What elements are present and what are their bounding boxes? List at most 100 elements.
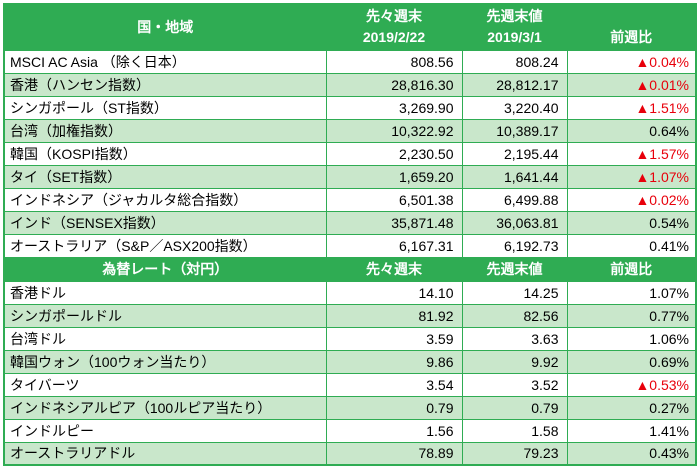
fx-header-row: 為替レート（対円） 先々週末 先週末値 前週比 (3, 256, 697, 282)
indices-row: 台湾（加権指数） 10,322.92 10,389.17 0.64% (3, 118, 697, 143)
fx-change-value-cell: 1.06% (566, 326, 697, 351)
indices-change-value-cell: ▲0.04% (566, 49, 697, 74)
fx-prev2-value-cell: 3.54 (325, 372, 463, 397)
asia-markets-table: 国・地域 先々週末 2019/2/22 先週末値 2019/3/1 前週比 MS… (3, 3, 697, 466)
indices-change-value-cell: 0.54% (566, 210, 697, 235)
fx-prev-value-cell: 1.58 (461, 418, 568, 443)
indices-row: 香港（ハンセン指数） 28,816.30 28,812.17 ▲0.01% (3, 72, 697, 97)
indices-prev2-value-cell: 10,322.92 (325, 118, 463, 143)
indices-prev2-value-cell: 6,501.38 (325, 187, 463, 212)
fx-rows: 香港ドル 14.10 14.25 1.07% シンガポールドル 81.92 82.56 0.7… (3, 280, 697, 466)
indices-header-row: 国・地域 先々週末 2019/2/22 先週末値 2019/3/1 前週比 (3, 3, 697, 51)
fx-change-value-cell: 0.43% (566, 441, 697, 466)
indices-prev-value-cell: 6,192.73 (461, 233, 568, 258)
fx-prev-value-cell: 9.92 (461, 349, 568, 374)
prev2-week-date: 2019/2/22 (362, 29, 426, 46)
prev2-week-column-header: 先々週末 2019/2/22 (325, 3, 463, 51)
indices-prev-value-cell: 1,641.44 (461, 164, 568, 189)
indices-row: シンガポール（ST指数） 3,269.90 3,220.40 ▲1.51% (3, 95, 697, 120)
wow-change-column-header: 前週比 (566, 3, 697, 51)
indices-prev-value-cell: 3,220.40 (461, 95, 568, 120)
prev-week-label: 先週末値 (486, 8, 543, 25)
indices-prev2-value-cell: 808.56 (325, 49, 463, 74)
fx-change-value-cell: 0.77% (566, 303, 697, 328)
fx-prev-value-cell: 79.23 (461, 441, 568, 466)
indices-name-cell: タイ（SET指数） (3, 164, 327, 189)
fx-name-cell: オーストラリアドル (3, 441, 327, 466)
fx-row: インドネシアルピア（100ルピア当たり） 0.79 0.79 0.27% (3, 395, 697, 420)
fx-prev2-value-cell: 14.10 (325, 280, 463, 305)
indices-name-cell: シンガポール（ST指数） (3, 95, 327, 120)
fx-section: 為替レート（対円） 先々週末 先週末値 前週比 (3, 256, 697, 282)
indices-row: オーストラリア（S&P／ASX200指数） 6,167.31 6,192.73 0.4… (3, 233, 697, 258)
prev-week-column-header: 先週末値 2019/3/1 (461, 3, 568, 51)
fx-row: シンガポールドル 81.92 82.56 0.77% (3, 303, 697, 328)
fx-change-value-cell: ▲0.53% (566, 372, 697, 397)
indices-name-cell: 台湾（加権指数） (3, 118, 327, 143)
fx-row: 韓国ウォン（100ウォン当たり） 9.86 9.92 0.69% (3, 349, 697, 374)
fx-row: オーストラリアドル 78.89 79.23 0.43% (3, 441, 697, 466)
indices-prev-value-cell: 808.24 (461, 49, 568, 74)
indices-prev2-value-cell: 35,871.48 (325, 210, 463, 235)
fx-prev2-value-cell: 9.86 (325, 349, 463, 374)
indices-name-cell: オーストラリア（S&P／ASX200指数） (3, 233, 327, 258)
fx-wow-change-header: 前週比 (566, 256, 697, 282)
indices-row: MSCI AC Asia （除く日本） 808.56 808.24 ▲0.04% (3, 49, 697, 74)
fx-section-title: 為替レート（対円） (3, 256, 327, 282)
prev2-week-label: 先々週末 (366, 8, 422, 25)
fx-row: 台湾ドル 3.59 3.63 1.06% (3, 326, 697, 351)
fx-change-value-cell: 0.69% (566, 349, 697, 374)
indices-rows: MSCI AC Asia （除く日本） 808.56 808.24 ▲0.04% 香港（… (3, 49, 697, 258)
fx-name-cell: シンガポールドル (3, 303, 327, 328)
indices-prev-value-cell: 2,195.44 (461, 141, 568, 166)
fx-prev2-value-cell: 0.79 (325, 395, 463, 420)
indices-row: インドネシア（ジャカルタ総合指数） 6,501.38 6,499.88 ▲0.02% (3, 187, 697, 212)
fx-prev2-value-cell: 78.89 (325, 441, 463, 466)
indices-row: 韓国（KOSPI指数） 2,230.50 2,195.44 ▲1.57% (3, 141, 697, 166)
indices-name-cell: 韓国（KOSPI指数） (3, 141, 327, 166)
indices-change-value-cell: ▲0.02% (566, 187, 697, 212)
indices-prev2-value-cell: 3,269.90 (325, 95, 463, 120)
indices-prev-value-cell: 10,389.17 (461, 118, 568, 143)
indices-change-value-cell: ▲1.07% (566, 164, 697, 189)
fx-prev-week-header: 先週末値 (461, 256, 568, 282)
fx-prev2-value-cell: 3.59 (325, 326, 463, 351)
fx-name-cell: インドネシアルピア（100ルピア当たり） (3, 395, 327, 420)
indices-row: インド（SENSEX指数） 35,871.48 36,063.81 0.54% (3, 210, 697, 235)
fx-prev2-week-header: 先々週末 (325, 256, 463, 282)
indices-change-value-cell: 0.41% (566, 233, 697, 258)
fx-prev-value-cell: 0.79 (461, 395, 568, 420)
fx-prev-value-cell: 82.56 (461, 303, 568, 328)
fx-change-value-cell: 1.41% (566, 418, 697, 443)
fx-name-cell: 香港ドル (3, 280, 327, 305)
indices-name-cell: インド（SENSEX指数） (3, 210, 327, 235)
indices-prev2-value-cell: 6,167.31 (325, 233, 463, 258)
fx-row: タイバーツ 3.54 3.52 ▲0.53% (3, 372, 697, 397)
indices-row: タイ（SET指数） 1,659.20 1,641.44 ▲1.07% (3, 164, 697, 189)
region-column-header: 国・地域 (3, 3, 327, 51)
fx-prev-value-cell: 3.52 (461, 372, 568, 397)
indices-prev-value-cell: 36,063.81 (461, 210, 568, 235)
indices-change-value-cell: ▲0.01% (566, 72, 697, 97)
indices-change-value-cell: ▲1.51% (566, 95, 697, 120)
fx-prev-value-cell: 3.63 (461, 326, 568, 351)
indices-name-cell: 香港（ハンセン指数） (3, 72, 327, 97)
fx-prev2-value-cell: 81.92 (325, 303, 463, 328)
fx-change-value-cell: 1.07% (566, 280, 697, 305)
indices-prev-value-cell: 28,812.17 (461, 72, 568, 97)
prev-week-date: 2019/3/1 (487, 29, 542, 46)
indices-prev2-value-cell: 2,230.50 (325, 141, 463, 166)
indices-name-cell: MSCI AC Asia （除く日本） (3, 49, 327, 74)
fx-change-value-cell: 0.27% (566, 395, 697, 420)
fx-name-cell: 台湾ドル (3, 326, 327, 351)
indices-prev-value-cell: 6,499.88 (461, 187, 568, 212)
fx-prev2-value-cell: 1.56 (325, 418, 463, 443)
fx-name-cell: タイバーツ (3, 372, 327, 397)
indices-prev2-value-cell: 1,659.20 (325, 164, 463, 189)
fx-row: インドルピー 1.56 1.58 1.41% (3, 418, 697, 443)
fx-prev-value-cell: 14.25 (461, 280, 568, 305)
indices-name-cell: インドネシア（ジャカルタ総合指数） (3, 187, 327, 212)
indices-change-value-cell: 0.64% (566, 118, 697, 143)
indices-prev2-value-cell: 28,816.30 (325, 72, 463, 97)
